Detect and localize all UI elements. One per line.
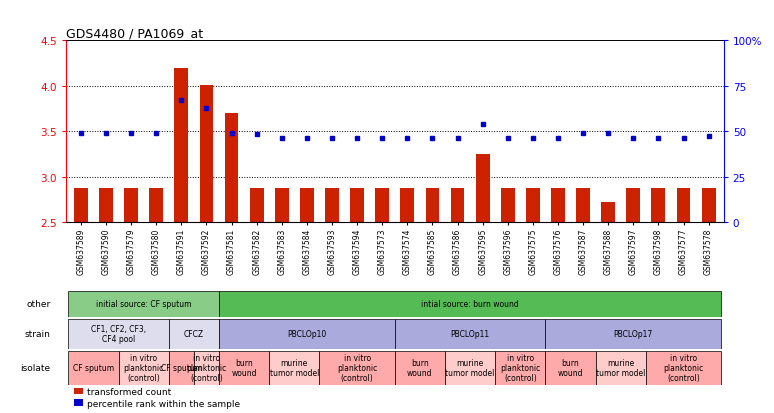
Text: in vitro
planktonic
(control): in vitro planktonic (control) [663, 354, 704, 382]
Text: in vitro
planktonic
(control): in vitro planktonic (control) [187, 354, 227, 382]
Bar [224, 114, 238, 223]
Bar [576, 188, 590, 223]
Text: CF sputum: CF sputum [73, 363, 114, 372]
Bar [200, 85, 214, 223]
Bar [400, 188, 414, 223]
Text: initial source: CF sputum: initial source: CF sputum [96, 300, 191, 309]
Bar [269, 351, 320, 385]
Bar [626, 188, 640, 223]
Bar [350, 188, 364, 223]
Bar [426, 188, 440, 223]
Bar [219, 291, 721, 317]
Text: PBCLOp11: PBCLOp11 [450, 330, 490, 338]
Bar [219, 319, 395, 349]
Text: burn
wound: burn wound [558, 358, 584, 377]
Bar [68, 291, 219, 317]
Bar [652, 188, 666, 223]
Text: strain: strain [25, 330, 51, 338]
Bar [118, 351, 169, 385]
Text: burn
wound: burn wound [231, 358, 257, 377]
Text: PBCLOp17: PBCLOp17 [614, 330, 653, 338]
Bar [194, 351, 219, 385]
Bar [300, 188, 313, 223]
Bar [68, 319, 169, 349]
Text: murine
tumor model: murine tumor model [269, 358, 319, 377]
Bar [219, 351, 269, 385]
Bar [68, 351, 118, 385]
Text: in vitro
planktonic
(control): in vitro planktonic (control) [124, 354, 164, 382]
Text: burn
wound: burn wound [407, 358, 433, 377]
Bar [250, 188, 263, 223]
Bar [395, 351, 445, 385]
Bar [395, 319, 546, 349]
Bar [74, 188, 87, 223]
Text: in vitro
planktonic
(control): in vitro planktonic (control) [500, 354, 540, 382]
Bar [325, 188, 339, 223]
Bar [526, 188, 539, 223]
Bar [495, 351, 546, 385]
Bar [476, 154, 489, 223]
Text: CF sputum: CF sputum [161, 363, 202, 372]
Text: murine
tumor model: murine tumor model [445, 358, 495, 377]
Bar [450, 188, 464, 223]
Bar [445, 351, 495, 385]
Bar [375, 188, 389, 223]
Bar [546, 319, 721, 349]
Bar [124, 188, 138, 223]
Bar [596, 351, 646, 385]
Text: murine
tumor model: murine tumor model [596, 358, 646, 377]
Text: in vitro
planktonic
(control): in vitro planktonic (control) [337, 354, 377, 382]
Bar [169, 319, 219, 349]
Bar [702, 188, 715, 223]
Text: GDS4480 / PA1069_at: GDS4480 / PA1069_at [66, 27, 203, 40]
Bar [169, 351, 194, 385]
Bar [99, 188, 113, 223]
Bar [275, 188, 289, 223]
Bar [501, 188, 515, 223]
Text: CF1, CF2, CF3,
CF4 pool: CF1, CF2, CF3, CF4 pool [91, 325, 146, 343]
Bar [149, 188, 163, 223]
Text: CFCZ: CFCZ [183, 330, 204, 338]
Text: PBCLOp10: PBCLOp10 [287, 330, 327, 338]
Legend: transformed count, percentile rank within the sample: transformed count, percentile rank withi… [70, 384, 244, 411]
Bar [546, 351, 596, 385]
Bar [320, 351, 395, 385]
Bar [676, 188, 690, 223]
Bar [174, 69, 188, 223]
Bar [551, 188, 565, 223]
Text: other: other [26, 300, 51, 309]
Text: isolate: isolate [21, 363, 51, 372]
Text: intial source: burn wound: intial source: burn wound [421, 300, 519, 309]
Bar [601, 203, 615, 223]
Bar [646, 351, 721, 385]
